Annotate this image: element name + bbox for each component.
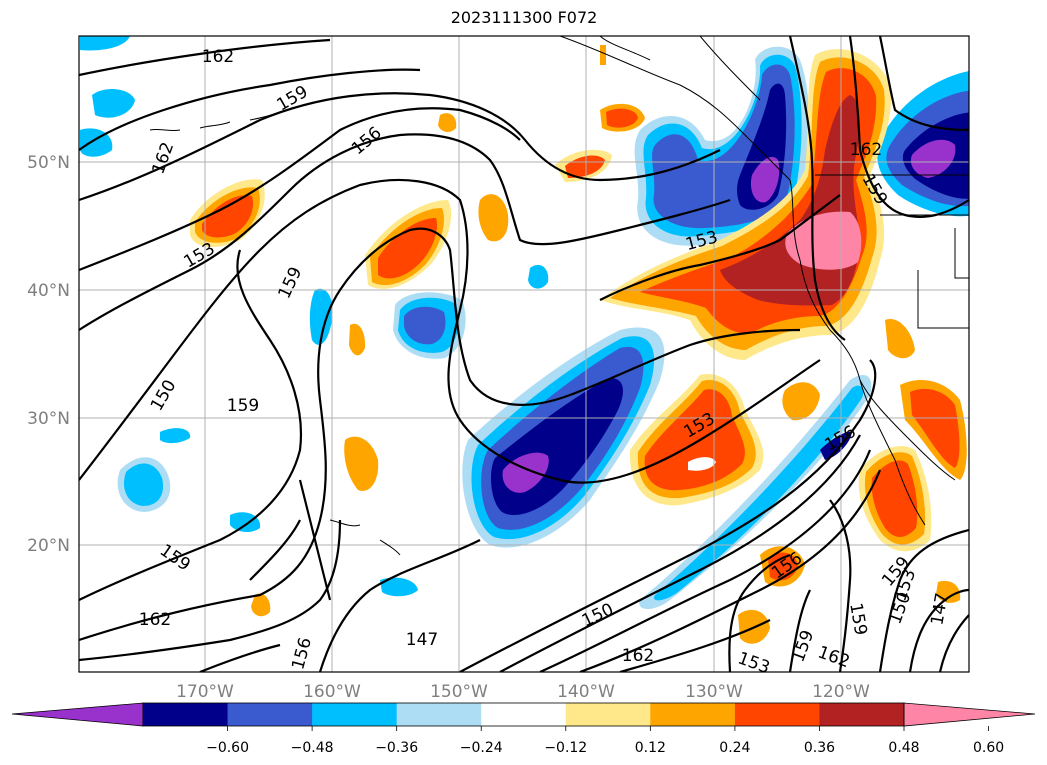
- colorbar-ticks: −0.60 −0.48 −0.36 −0.24 −0.12 0.12 0.24 0.36 0.4…: [206, 726, 1004, 756]
- negative-patch: [123, 463, 164, 506]
- positive-patch: [251, 593, 271, 617]
- colorbar-bin: [565, 703, 651, 726]
- map-frame: [78, 35, 970, 673]
- negative-northeast-peak: [910, 139, 956, 178]
- positive-patch: [202, 195, 254, 238]
- colorbar-tick-label: −0.12: [544, 740, 587, 756]
- contour-label: 162: [139, 610, 171, 630]
- lat-tick-label: 30°N: [27, 409, 70, 429]
- lon-tick-label: 120°W: [812, 682, 870, 702]
- positive-patch: [478, 194, 509, 242]
- negative-patch: [230, 512, 261, 532]
- positive-tropical-strong: [644, 389, 745, 491]
- colorbar: −0.60 −0.48 −0.36 −0.24 −0.12 0.12 0.24 0.36 0.4…: [11, 702, 1036, 756]
- longitude-labels: 170°W 160°W 150°W 140°W 130°W 120°W: [176, 682, 870, 702]
- lon-tick-label: 160°W: [303, 682, 361, 702]
- positive-anomaly-region-peak: [785, 211, 862, 270]
- positive-patch: [606, 108, 638, 128]
- colorbar-bin: [396, 703, 482, 726]
- colorbar-tick-label: −0.24: [460, 740, 503, 756]
- contour-label: 162: [202, 47, 234, 67]
- positive-patch: [936, 580, 961, 603]
- colorbar-frame: [142, 702, 905, 727]
- height-contours: [79, 36, 969, 672]
- positive-patch: [344, 436, 379, 491]
- lat-tick-label: 40°N: [27, 281, 70, 301]
- colorbar-bins: [143, 703, 905, 726]
- positive-patch: [378, 218, 438, 279]
- colorbar-bin: [819, 703, 905, 726]
- colorbar-tick-label: 0.48: [888, 740, 919, 756]
- contour-label: 159: [227, 396, 259, 416]
- negative-streak-core: [654, 385, 864, 601]
- colorbar-extend-min: [11, 702, 144, 727]
- negative-patch: [404, 306, 446, 345]
- lon-tick-label: 130°W: [685, 682, 743, 702]
- map-title: 2023111300 F072: [450, 8, 598, 27]
- colorbar-bin: [227, 703, 313, 726]
- positive-patch: [600, 45, 606, 65]
- colorbar-tick-label: 0.60: [973, 740, 1004, 756]
- positive-patch: [885, 319, 915, 359]
- positive-southeast-strong: [871, 460, 918, 537]
- colorbar-bin: [143, 703, 229, 726]
- colorbar-bin: [734, 703, 820, 726]
- colorbar-bin: [481, 703, 567, 726]
- colorbar-tick-label: −0.60: [206, 740, 249, 756]
- negative-patch: [92, 88, 135, 118]
- contour-label: 162: [622, 646, 654, 666]
- negative-streak-max: [820, 431, 852, 460]
- graticule: [79, 36, 969, 672]
- negative-patch: [309, 288, 333, 345]
- lon-tick-label: 170°W: [176, 682, 234, 702]
- map-plot-area: 162 159 156 162 153 159 162 159 153 159 …: [79, 36, 969, 672]
- contour-label: 162: [850, 140, 882, 160]
- positive-patch: [565, 155, 605, 178]
- negative-patch: [528, 264, 549, 289]
- lat-tick-label: 20°N: [27, 536, 70, 556]
- positive-patch: [782, 382, 820, 421]
- positive-patch: [438, 113, 457, 132]
- colorbar-tick-label: 0.12: [635, 740, 666, 756]
- colorbar-tick-label: 0.24: [719, 740, 750, 756]
- negative-patch: [380, 577, 418, 597]
- positive-tropical-hole: [688, 457, 716, 471]
- contour-label: 147: [406, 630, 438, 650]
- negative-patch: [80, 36, 130, 51]
- colorbar-bin: [650, 703, 736, 726]
- latitude-labels: 50°N 40°N 30°N 20°N: [27, 153, 70, 556]
- colorbar-tick-label: −0.36: [375, 740, 418, 756]
- lon-tick-label: 150°W: [430, 682, 488, 702]
- positive-southeast: [910, 388, 960, 468]
- negative-alaska-peak: [750, 156, 780, 203]
- colorbar-tick-label: −0.48: [291, 740, 334, 756]
- negative-patch: [160, 428, 191, 444]
- positive-patch: [349, 323, 366, 356]
- colorbar-bin: [312, 703, 398, 726]
- lon-tick-label: 140°W: [557, 682, 615, 702]
- lat-tick-label: 50°N: [27, 153, 70, 173]
- colorbar-extend-max: [903, 702, 1036, 727]
- colorbar-tick-label: 0.36: [804, 740, 835, 756]
